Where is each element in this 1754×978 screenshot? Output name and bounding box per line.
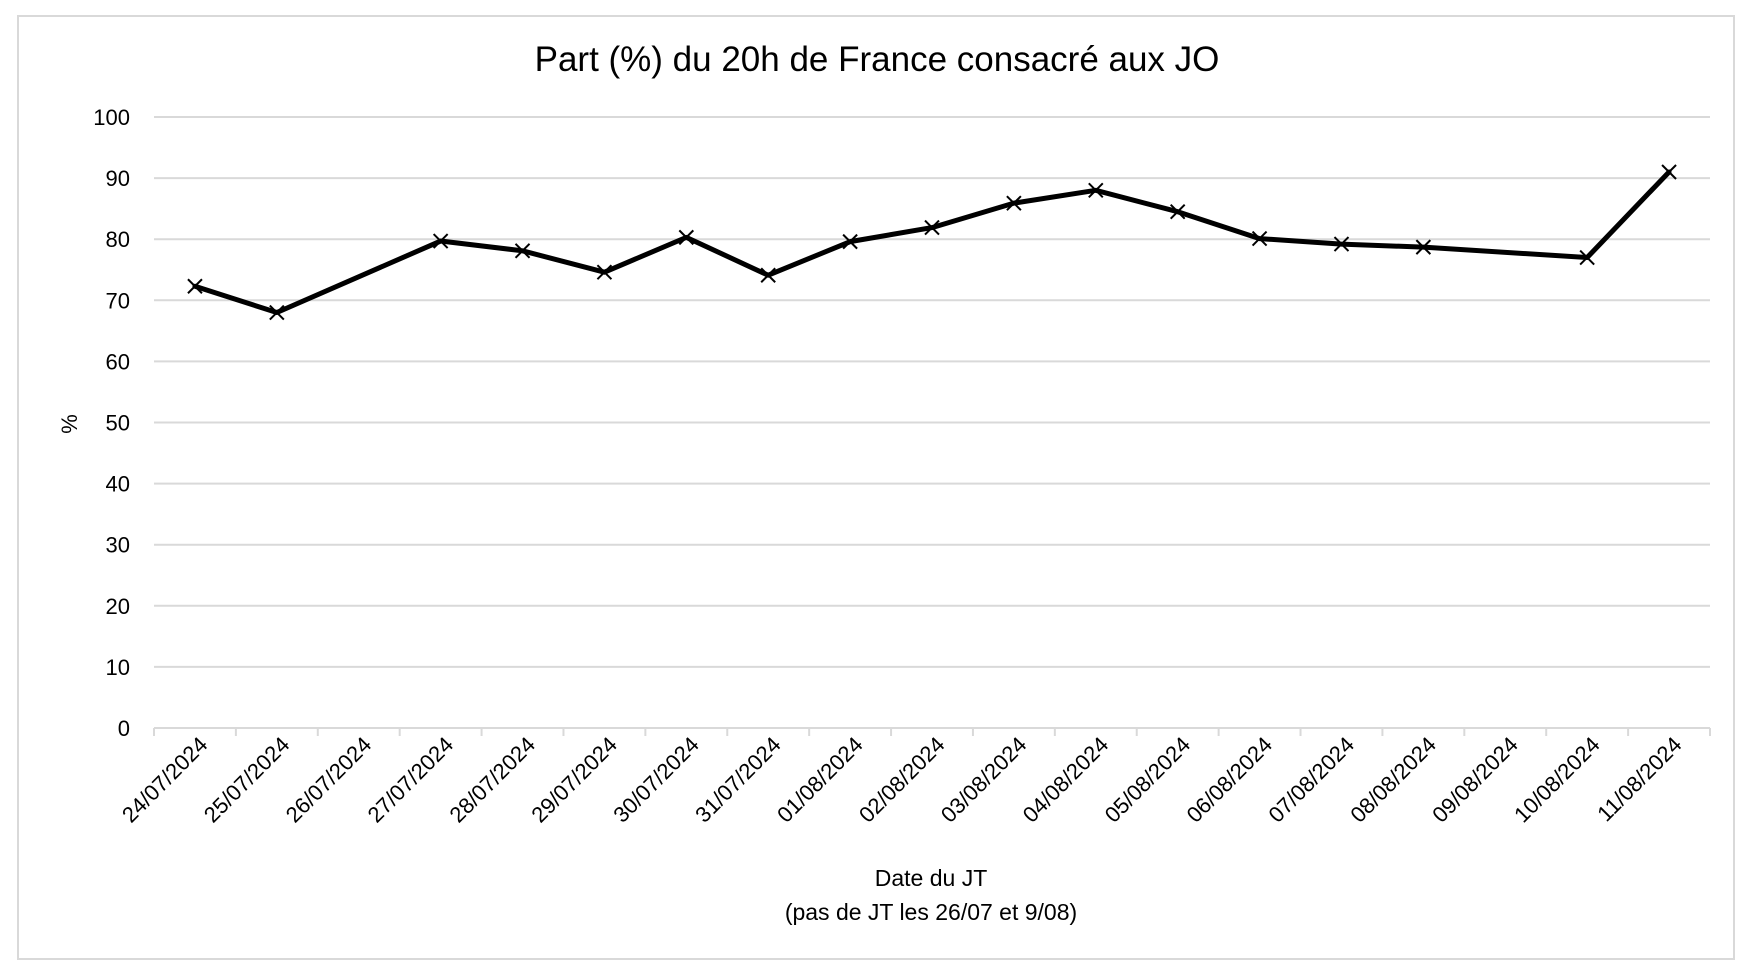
x-tick-label: 27/07/2024 xyxy=(363,732,459,828)
x-tick-label: 26/07/2024 xyxy=(281,732,377,828)
data-point-marker xyxy=(842,233,858,250)
grid-lines xyxy=(154,116,1710,668)
marker-stroke xyxy=(269,304,285,321)
data-point-marker xyxy=(432,233,449,249)
y-tick-label-50: 50 xyxy=(106,411,130,436)
y-tick-label-80: 80 xyxy=(106,227,130,252)
data-point-marker xyxy=(514,243,531,259)
series-line xyxy=(192,169,1672,316)
data-point-marker xyxy=(1579,249,1595,266)
x-tick-label: 08/08/2024 xyxy=(1345,732,1441,828)
marker-stroke xyxy=(432,233,449,249)
data-point-marker xyxy=(1006,195,1022,211)
x-tick-label: 03/08/2024 xyxy=(936,732,1032,828)
marker-stroke xyxy=(1661,164,1677,180)
y-tick-label-0: 0 xyxy=(118,716,130,741)
marker-stroke xyxy=(1333,236,1350,252)
y-tick-label-30: 30 xyxy=(106,533,130,558)
data-point-marker xyxy=(760,267,776,283)
marker-stroke xyxy=(187,278,203,294)
x-tick-label: 25/07/2024 xyxy=(199,732,295,828)
marker-stroke xyxy=(760,267,776,283)
x-tick-label: 29/07/2024 xyxy=(526,732,622,828)
marker-stroke xyxy=(1169,203,1186,220)
marker-stroke xyxy=(1415,239,1432,255)
chart-title: Part (%) du 20h de France consacré aux J… xyxy=(535,40,1220,79)
y-tick-label-40: 40 xyxy=(106,472,130,497)
y-tick-labels: 0 10 20 30 40 50 60 70 80 90 100 xyxy=(93,105,130,741)
x-tick-label: 31/07/2024 xyxy=(690,732,786,828)
x-tick-label: 07/08/2024 xyxy=(1263,732,1359,828)
y-axis-label: % xyxy=(57,414,82,434)
marker-stroke xyxy=(678,229,695,246)
data-point-marker xyxy=(1251,230,1268,247)
x-tick-label: 30/07/2024 xyxy=(608,732,704,828)
data-point-marker xyxy=(1333,236,1350,252)
x-axis-note: (pas de JT les 26/07 et 9/08) xyxy=(785,899,1077,925)
data-point-marker xyxy=(596,264,613,280)
marker-stroke xyxy=(1006,195,1022,211)
x-tick-label: 04/08/2024 xyxy=(1018,732,1114,828)
y-tick-label-100: 100 xyxy=(93,105,130,130)
x-tick-label: 06/08/2024 xyxy=(1182,732,1278,828)
y-tick-label-20: 20 xyxy=(106,594,130,619)
x-tick-labels: 24/07/202425/07/202426/07/202427/07/2024… xyxy=(117,732,1687,828)
marker-stroke xyxy=(1088,182,1104,199)
chart-frame xyxy=(17,15,1735,960)
marker-stroke xyxy=(924,219,940,236)
y-tick-label-70: 70 xyxy=(106,288,130,313)
x-axis xyxy=(153,727,1711,736)
marker-stroke xyxy=(842,233,858,250)
data-point-marker xyxy=(678,229,695,246)
data-point-marker xyxy=(187,278,203,294)
data-point-marker xyxy=(1415,239,1432,255)
data-point-marker xyxy=(1661,164,1677,180)
x-tick-label: 01/08/2024 xyxy=(772,732,868,828)
data-point-marker xyxy=(269,304,285,321)
marker-stroke xyxy=(596,264,613,280)
data-point-marker xyxy=(1088,182,1104,199)
x-tick-label: 09/08/2024 xyxy=(1427,732,1523,828)
x-tick-label: 11/08/2024 xyxy=(1592,732,1686,826)
x-tick-label: 10/08/2024 xyxy=(1509,732,1605,828)
x-tick-label: 28/07/2024 xyxy=(445,732,541,828)
series xyxy=(187,164,1677,321)
marker-stroke xyxy=(1579,249,1595,266)
data-point-marker xyxy=(924,219,940,236)
x-tick-label: 02/08/2024 xyxy=(854,732,950,828)
y-tick-label-10: 10 xyxy=(106,655,130,680)
x-tick-label: 24/07/2024 xyxy=(117,732,213,828)
y-tick-label-90: 90 xyxy=(106,166,130,191)
marker-stroke xyxy=(514,243,531,259)
x-tick-label: 05/08/2024 xyxy=(1100,732,1196,828)
x-axis-label: Date du JT xyxy=(875,865,988,891)
marker-stroke xyxy=(1251,230,1268,247)
y-tick-label-60: 60 xyxy=(106,349,130,374)
data-point-marker xyxy=(1169,203,1186,220)
